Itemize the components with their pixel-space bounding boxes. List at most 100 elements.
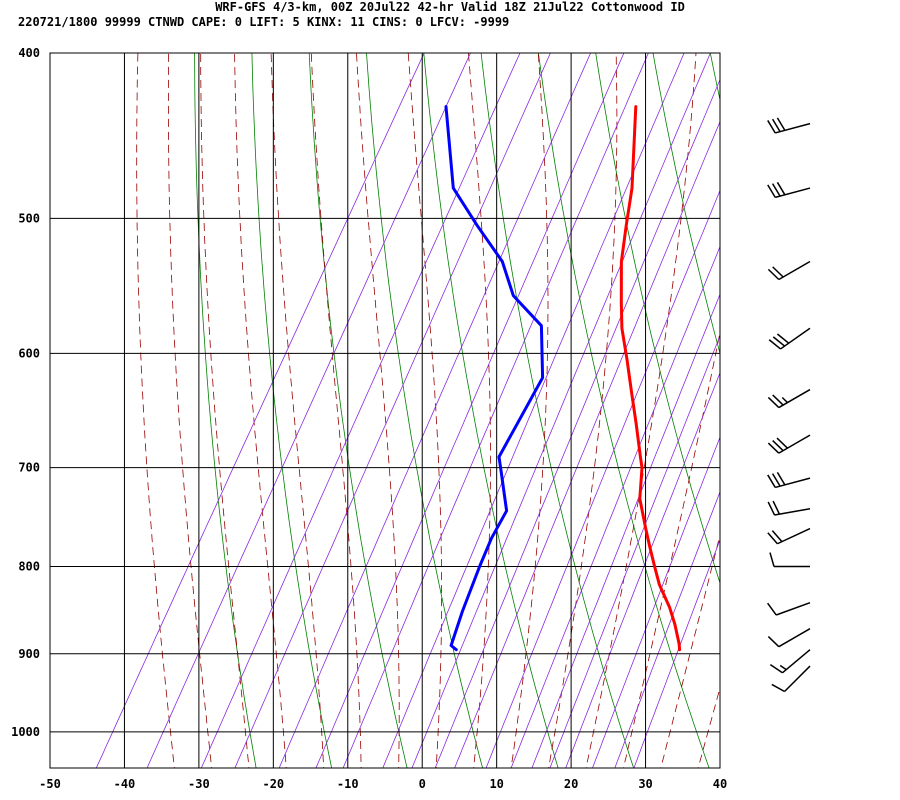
moist-adiabat-line <box>697 686 720 768</box>
wind-barb-half-feather <box>781 396 789 404</box>
wind-barb-half-feather <box>779 664 787 671</box>
wind-barb-feather <box>772 336 786 347</box>
mixing-ratio-line <box>531 293 720 768</box>
wind-barb-shaft <box>778 434 811 454</box>
dewpoint-profile-line <box>444 105 545 652</box>
temperature-tick-label: 0 <box>419 777 426 791</box>
pressure-tick-label: 800 <box>18 560 40 574</box>
wind-barb <box>767 181 811 199</box>
wind-barb-feather <box>767 184 776 198</box>
wind-barb <box>769 552 810 568</box>
wind-barb-feather <box>771 683 785 693</box>
wind-barb-feather <box>767 602 777 616</box>
plot-frame <box>49 52 721 769</box>
wind-barb <box>767 471 811 489</box>
wind-barb-shaft <box>775 187 811 199</box>
mixing-ratio-line <box>342 53 649 768</box>
pressure-tick-label: 400 <box>18 46 40 60</box>
mixing-ratio-line <box>278 53 592 768</box>
wind-barb <box>767 434 811 454</box>
temperature-tick-label: -30 <box>188 777 210 791</box>
wind-barb-shaft <box>780 327 811 350</box>
moist-adiabat-line <box>356 53 400 768</box>
wind-barb-feather <box>767 532 778 545</box>
mixing-ratio-line <box>592 436 720 768</box>
wind-barb-column <box>767 117 811 693</box>
wind-barb-feather <box>768 339 781 350</box>
wind-barb-feather <box>772 266 784 278</box>
dry-adiabat-line <box>872 15 900 775</box>
wind-barb <box>768 327 811 350</box>
dry-adiabat-line <box>423 53 559 768</box>
wind-barb-feather <box>767 396 780 409</box>
pressure-tick-label: 900 <box>18 647 40 661</box>
moist-adiabat-line <box>660 533 720 768</box>
wind-barb-feather <box>776 437 789 449</box>
moist-adiabat-line <box>310 53 362 768</box>
temperature-tick-label: 40 <box>713 777 727 791</box>
wind-barb-feather <box>776 333 790 344</box>
pressure-tick-label: 600 <box>18 346 40 360</box>
wind-barb-feather <box>769 664 783 674</box>
dry-adiabat-line <box>251 53 333 768</box>
dry-adiabat-line <box>537 53 710 768</box>
moist-adiabat-line <box>585 53 697 768</box>
dry-adiabat-line <box>595 53 720 585</box>
wind-barb-shaft <box>777 527 811 545</box>
temperature-tick-labels: -50 -40 -30 -20 -10 0 10 20 30 40 <box>39 777 727 791</box>
wind-barb-feather <box>769 552 775 567</box>
wind-barb-feather <box>776 471 786 486</box>
dry-adiabat-line <box>308 53 408 768</box>
temperature-tick-label: 20 <box>564 777 578 791</box>
wind-barb-shaft <box>778 260 811 281</box>
wind-barb-feather <box>771 473 781 487</box>
dry-adiabat-line <box>652 53 720 355</box>
wind-barb-shaft <box>778 388 811 409</box>
wind-barb <box>767 117 811 134</box>
temperature-tick-label: 10 <box>489 777 503 791</box>
mixing-ratio-line <box>234 53 551 768</box>
wind-barb-feather <box>776 181 786 196</box>
wind-barb-feather <box>771 183 781 197</box>
moist-adiabat-line <box>623 330 720 768</box>
mixing-ratio-line <box>614 490 720 768</box>
wind-barb <box>771 665 811 693</box>
wind-barb <box>767 628 811 648</box>
mixing-ratio-line <box>549 334 720 768</box>
mixing-ratio-line <box>146 53 471 768</box>
mixing-ratio-line <box>485 189 720 768</box>
pressure-tick-label: 1000 <box>11 725 40 739</box>
wind-barb-shaft <box>784 665 811 693</box>
moist-adiabat-line <box>407 53 443 768</box>
dry-adiabat-line <box>194 53 257 768</box>
pressure-tick-label: 700 <box>18 461 40 475</box>
wind-barb-feather <box>767 501 776 516</box>
wind-barb <box>767 388 811 409</box>
mixing-ratio-line <box>454 120 720 768</box>
temperature-tick-label: -50 <box>39 777 61 791</box>
mixing-ratio-line <box>382 53 685 768</box>
wind-barb-shaft <box>775 601 811 616</box>
wind-barb-feather <box>772 394 784 406</box>
pressure-tick-label: 500 <box>18 211 40 225</box>
moist-adiabat-line <box>200 53 250 768</box>
chart-header-line1: WRF-GFS 4/3-km, 00Z 20Jul22 42-hr Valid … <box>215 0 685 14</box>
chart-header-line2: 220721/1800 99999 CTNWD CAPE: 0 LIFT: 5 … <box>18 15 509 29</box>
wind-barb-shaft <box>781 649 811 674</box>
wind-barb <box>767 260 811 281</box>
wind-barb-feather <box>776 117 786 131</box>
wind-barb-feather <box>767 474 776 488</box>
wind-barb-shaft <box>778 628 811 648</box>
moist-adiabat-line <box>467 53 491 768</box>
wind-barb-feather <box>767 442 780 454</box>
dry-adiabat-line <box>366 53 484 768</box>
mixing-ratio-line <box>565 371 720 768</box>
temperature-tick-label: -20 <box>262 777 284 791</box>
mixing-ratio-line <box>633 538 720 768</box>
pressure-tick-labels: 400 500 600 700 800 900 1000 <box>11 46 40 739</box>
wind-barb <box>769 649 811 674</box>
wind-barb <box>767 527 811 545</box>
wind-barb-feather <box>767 120 776 134</box>
wind-barb-shaft <box>774 508 811 516</box>
mixing-ratio-line <box>434 78 720 768</box>
